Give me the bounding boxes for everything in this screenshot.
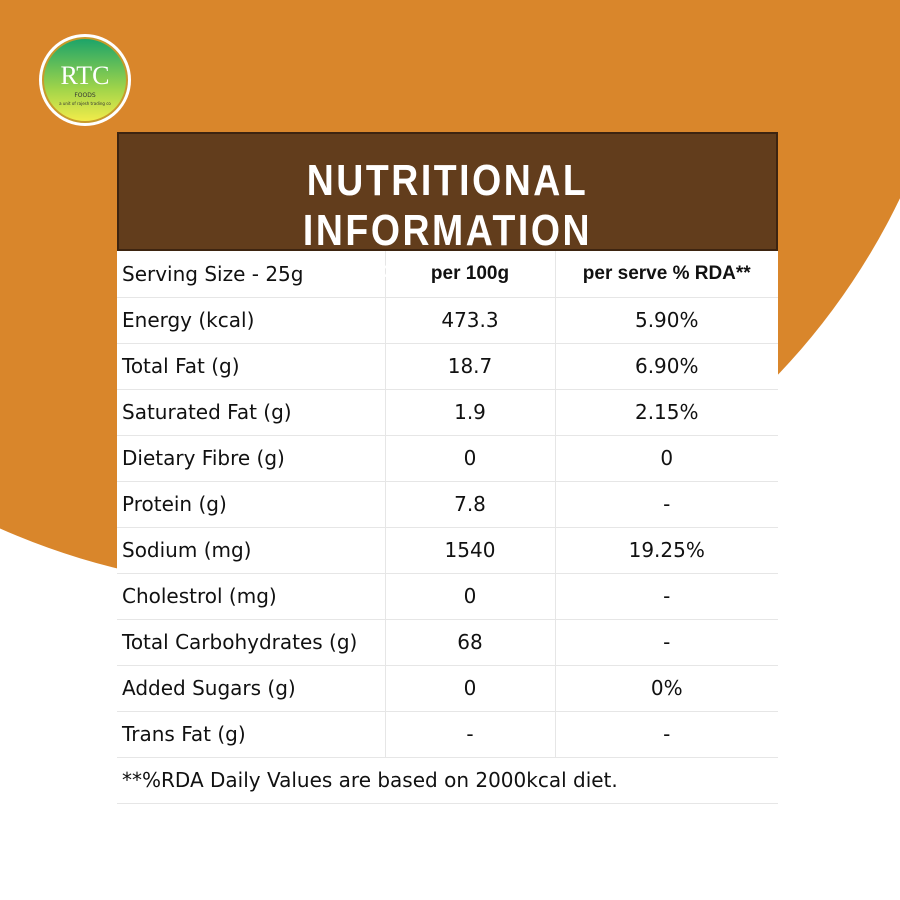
footnote: **%RDA Daily Values are based on 2000kca… [117, 757, 778, 804]
logo-name: RTC [60, 61, 109, 90]
cell: 0 [384, 665, 556, 712]
nutrition-table: Serving Size - 25g per 100g per serve % RD… [117, 251, 778, 804]
cell: 7.8 [384, 481, 556, 528]
row: Total Fat (g) 18.7 6.90% [117, 343, 778, 390]
cell: Added Sugars (g) [117, 665, 385, 712]
cell: 6.90% [555, 343, 778, 390]
row: Total Carbohydrates (g) 68- [117, 619, 778, 666]
row: Sodium (mg) 1540 19.25% [117, 527, 778, 574]
nutrition-panel: NUTRITIONAL INFORMATION (Approximate val… [117, 132, 778, 804]
cell: 0 [384, 435, 556, 482]
cell: Protein (g) [117, 481, 385, 528]
cell: 0 [555, 435, 778, 482]
footnote-row: **%RDA Daily Values are based on 2000kca… [117, 757, 778, 804]
cell: 0 [384, 573, 556, 620]
cell: Sodium (mg) [117, 527, 385, 574]
cell: Total Carbohydrates (g) [117, 619, 385, 666]
row: Saturated Fat (g) 1.9 2.15% [117, 389, 778, 436]
cell: 1540 [384, 527, 556, 574]
cell: Energy (kcal) [117, 297, 385, 344]
logo [42, 37, 128, 123]
row: Dietary Fibre (g) 0 0 [117, 435, 778, 482]
cell: - [384, 711, 556, 758]
cell: 1.9 [384, 389, 556, 436]
row: Protein (g) 7.8- [117, 481, 778, 528]
cell: - [555, 619, 778, 666]
cell: 473.3 [384, 297, 556, 344]
cell: Trans Fat (g) [117, 711, 385, 758]
cell: 68 [384, 619, 556, 666]
cell: Total Fat (g) [117, 343, 385, 390]
column-header: per serve % RDA** [555, 251, 778, 298]
logo-tagline: a unit of rajesh trading co [59, 101, 111, 106]
row: Added Sugars (g) 0 0% [117, 665, 778, 712]
row: Cholestrol (mg) 0- [117, 573, 778, 620]
cell: Dietary Fibre (g) [117, 435, 385, 482]
cell: 18.7 [384, 343, 556, 390]
column-header: Serving Size - 25g [117, 251, 385, 298]
column-header: per 100g [384, 251, 556, 298]
row: Energy (kcal) 473.3 5.90% [117, 297, 778, 344]
cell: 5.90% [555, 297, 778, 344]
header: NUTRITIONAL INFORMATION (Approximate val… [117, 132, 778, 282]
cell: 19.25% [555, 527, 778, 574]
cell: Saturated Fat (g) [117, 389, 385, 436]
cell: 2.15% [555, 389, 778, 436]
cell: 0% [555, 665, 778, 712]
cell: Cholestrol (mg) [117, 573, 385, 620]
title: NUTRITIONAL INFORMATION [302, 156, 593, 255]
header-row: Serving Size - 25g per 100g per serve % RD… [117, 251, 778, 298]
cell: - [555, 573, 778, 620]
cell: - [555, 481, 778, 528]
logo-sub: FOODS [74, 92, 96, 99]
row: Trans Fat (g) - - [117, 711, 778, 758]
cell: - [555, 711, 778, 758]
